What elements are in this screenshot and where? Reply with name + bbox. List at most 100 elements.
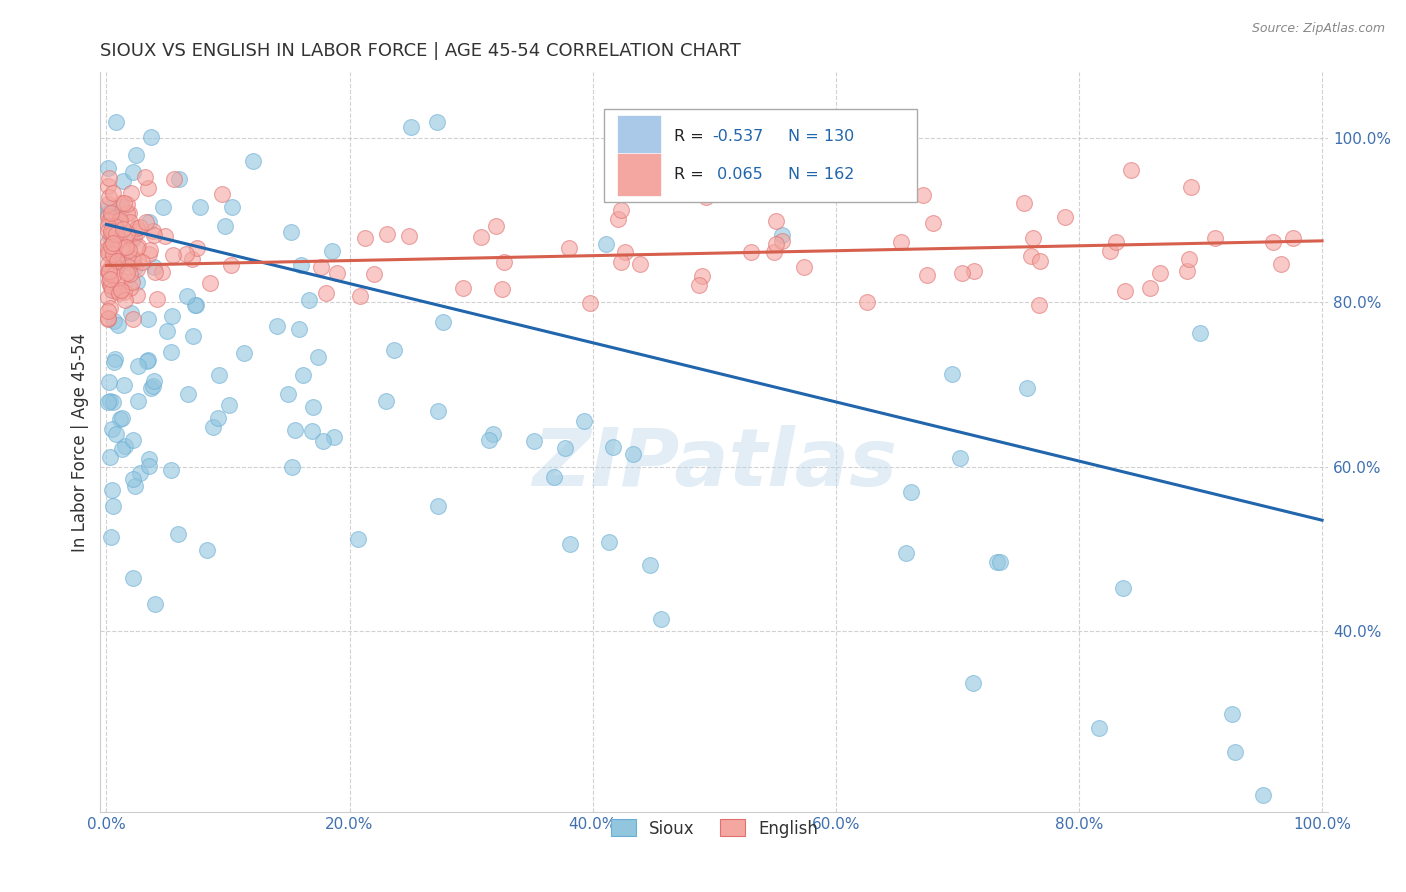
Point xyxy=(134,170,156,185)
Point xyxy=(214,219,236,234)
Point xyxy=(101,247,124,261)
Point xyxy=(100,210,122,224)
Point xyxy=(941,368,963,382)
FancyBboxPatch shape xyxy=(617,153,661,196)
Point xyxy=(523,434,546,448)
Point xyxy=(97,311,120,326)
Point xyxy=(638,558,661,573)
Point xyxy=(101,268,124,282)
Point xyxy=(188,200,211,214)
Point xyxy=(101,395,124,409)
Point xyxy=(280,225,302,239)
Point xyxy=(101,483,124,497)
Point xyxy=(117,206,139,220)
Point xyxy=(110,242,132,256)
Point xyxy=(124,260,146,274)
FancyBboxPatch shape xyxy=(617,115,661,159)
Point xyxy=(198,277,221,291)
Point xyxy=(1223,745,1246,759)
Point xyxy=(122,165,145,179)
Point xyxy=(107,225,129,239)
Point xyxy=(97,209,120,223)
Point xyxy=(554,441,576,455)
Point xyxy=(101,256,124,270)
Point xyxy=(121,312,143,326)
Point xyxy=(131,254,153,268)
Point xyxy=(302,400,325,414)
Point xyxy=(375,394,398,409)
Point xyxy=(117,205,139,219)
Point xyxy=(101,226,124,240)
Point xyxy=(111,442,134,456)
Point xyxy=(111,173,134,187)
Point xyxy=(120,186,142,200)
Point xyxy=(98,247,121,261)
Text: N = 162: N = 162 xyxy=(787,167,855,182)
Point xyxy=(122,253,145,268)
Point xyxy=(98,274,121,288)
Point xyxy=(150,265,173,279)
Point xyxy=(97,206,120,220)
Point xyxy=(118,260,141,275)
Point xyxy=(307,350,329,364)
Point xyxy=(143,227,166,242)
Point xyxy=(105,261,128,276)
Point xyxy=(129,219,152,234)
Point xyxy=(115,196,138,211)
Point xyxy=(108,214,131,228)
Point xyxy=(142,378,165,392)
Point xyxy=(98,260,121,275)
Point xyxy=(139,381,162,395)
Point xyxy=(614,245,637,260)
Point xyxy=(432,315,454,329)
Point xyxy=(122,433,145,447)
Point xyxy=(184,298,207,312)
Point xyxy=(315,286,337,301)
Point xyxy=(1222,706,1244,721)
Point xyxy=(114,293,136,307)
Point xyxy=(100,224,122,238)
Point xyxy=(900,484,922,499)
Point xyxy=(266,319,288,334)
Point xyxy=(100,530,122,544)
Point xyxy=(103,212,125,227)
Point xyxy=(111,410,134,425)
Point xyxy=(1189,326,1212,340)
Point xyxy=(105,251,128,265)
Point xyxy=(120,280,142,294)
Point xyxy=(1022,230,1045,244)
Point xyxy=(1087,721,1109,735)
Point xyxy=(101,235,124,250)
Point xyxy=(915,268,938,283)
Point xyxy=(890,235,912,250)
Point xyxy=(688,278,710,293)
Point xyxy=(101,186,124,200)
Point xyxy=(186,241,208,255)
Point xyxy=(1114,284,1136,298)
Point xyxy=(1104,235,1126,249)
Point xyxy=(97,242,120,256)
Point xyxy=(218,398,240,412)
Point xyxy=(98,393,121,408)
Point xyxy=(451,281,474,295)
Point xyxy=(112,285,135,299)
Point xyxy=(1270,256,1292,270)
Point xyxy=(97,266,120,280)
Point xyxy=(427,404,450,418)
Point xyxy=(100,239,122,253)
Point xyxy=(765,214,787,228)
Point xyxy=(325,266,347,280)
Point xyxy=(163,171,186,186)
Point xyxy=(1175,264,1198,278)
Point xyxy=(1112,582,1135,596)
Point xyxy=(108,411,131,425)
Point xyxy=(167,527,190,541)
Point xyxy=(950,266,973,280)
Point xyxy=(177,387,200,401)
Point xyxy=(793,260,815,274)
Point xyxy=(122,230,145,244)
Text: SIOUX VS ENGLISH IN LABOR FORCE | AGE 45-54 CORRELATION CHART: SIOUX VS ENGLISH IN LABOR FORCE | AGE 45… xyxy=(100,42,741,60)
Point xyxy=(127,224,149,238)
Point xyxy=(1121,163,1143,178)
Point xyxy=(107,233,129,247)
